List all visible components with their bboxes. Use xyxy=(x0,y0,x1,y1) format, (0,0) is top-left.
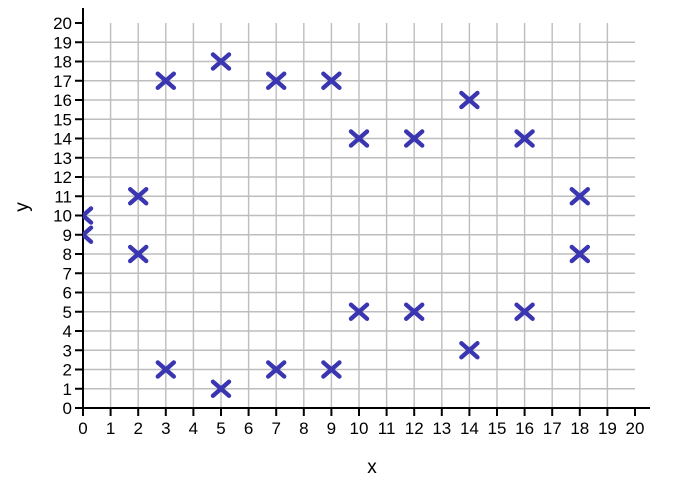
data-point-marker xyxy=(210,379,232,398)
y-tick-label: 4 xyxy=(63,322,72,341)
marker-stroke xyxy=(155,71,177,90)
x-tick-label: 16 xyxy=(515,419,534,438)
data-point-marker xyxy=(127,244,149,264)
y-tick-label: 2 xyxy=(63,361,72,380)
data-point-marker xyxy=(321,360,342,379)
y-tick-label: 11 xyxy=(54,187,72,206)
x-tick-label: 4 xyxy=(189,419,198,438)
data-point-marker xyxy=(514,129,535,148)
marker-stroke xyxy=(266,360,287,379)
x-axis-title: x xyxy=(367,457,377,478)
x-tick-label: 6 xyxy=(244,419,253,438)
x-tick-label: 3 xyxy=(161,419,170,438)
data-point-marker xyxy=(348,302,370,321)
x-tick-label: 14 xyxy=(460,419,479,438)
y-tick-label: 12 xyxy=(53,168,72,187)
marker-stroke xyxy=(459,90,480,110)
x-tick-label: 8 xyxy=(299,419,308,438)
data-point-marker xyxy=(266,71,287,90)
x-tick-label: 10 xyxy=(350,419,369,438)
marker-stroke xyxy=(83,231,94,244)
data-point-marker xyxy=(514,302,535,321)
y-tick-label: 6 xyxy=(63,284,72,303)
data-point-marker xyxy=(569,187,590,206)
marker-stroke xyxy=(210,52,232,71)
y-axis-title: y xyxy=(12,202,33,212)
x-tick-label: 13 xyxy=(432,419,451,438)
axes xyxy=(81,8,650,413)
tick-labels: 0 1 2 3 4 5 6 7 8 9 10 11 12 13 14 15 16 17 18 19 2001234567… xyxy=(53,14,644,438)
marker-stroke xyxy=(321,71,342,90)
y-tick-label: 16 xyxy=(53,91,72,110)
y-tick-label: 3 xyxy=(63,341,72,360)
x-tick-label: 5 xyxy=(216,419,225,438)
y-tick-label: 1 xyxy=(63,380,72,399)
y-tick-label: 14 xyxy=(53,130,72,149)
marker-stroke xyxy=(348,129,370,148)
marker-stroke xyxy=(459,341,480,360)
data-point-marker xyxy=(210,52,232,71)
data-point-marker xyxy=(348,129,370,148)
y-tick-label: 10 xyxy=(53,207,72,226)
y-tick-label: 13 xyxy=(53,149,72,168)
y-tick-label: 15 xyxy=(53,110,72,129)
data-points xyxy=(83,52,590,398)
y-tick-label: 17 xyxy=(53,72,72,91)
marker-stroke xyxy=(514,129,535,148)
data-point-marker xyxy=(127,187,149,206)
y-tick-label: 9 xyxy=(63,226,72,245)
ticks xyxy=(75,22,636,416)
data-point-marker xyxy=(83,206,94,225)
marker-stroke xyxy=(321,360,342,379)
marker-stroke xyxy=(404,302,425,321)
data-point-marker xyxy=(155,71,177,90)
data-point-marker xyxy=(459,90,480,110)
data-point-marker xyxy=(266,360,287,379)
x-tick-label: 0 xyxy=(78,419,87,438)
data-point-marker xyxy=(569,244,590,264)
x-tick-label: 9 xyxy=(327,419,336,438)
y-tick-label: 0 xyxy=(63,399,72,418)
marker-stroke xyxy=(404,129,425,148)
data-point-marker xyxy=(321,71,342,90)
y-tick-label: 18 xyxy=(53,53,72,72)
data-point-marker xyxy=(459,341,480,360)
marker-stroke xyxy=(266,71,287,90)
y-tick-label: 8 xyxy=(63,245,72,264)
data-point-marker xyxy=(155,360,177,379)
marker-stroke xyxy=(127,187,149,206)
x-tick-label: 2 xyxy=(133,419,142,438)
x-tick-label: 7 xyxy=(271,419,280,438)
marker-stroke xyxy=(83,206,94,219)
data-point-marker xyxy=(404,302,425,321)
data-point-marker xyxy=(83,225,94,244)
marker-stroke xyxy=(569,244,590,264)
x-tick-label: 19 xyxy=(598,419,617,438)
x-tick-label: 17 xyxy=(543,419,562,438)
x-tick-label: 18 xyxy=(570,419,589,438)
marker-stroke xyxy=(569,187,590,206)
x-tick-label: 15 xyxy=(488,419,507,438)
grid xyxy=(83,23,635,408)
marker-stroke xyxy=(83,225,94,238)
marker-stroke xyxy=(514,302,535,321)
y-tick-label: 7 xyxy=(63,264,72,283)
marker-stroke xyxy=(348,302,370,321)
x-tick-label: 11 xyxy=(378,419,396,438)
x-tick-label: 12 xyxy=(405,419,424,438)
data-point-marker xyxy=(404,129,425,148)
y-tick-label: 20 xyxy=(53,14,72,33)
y-tick-label: 5 xyxy=(63,303,72,322)
marker-stroke xyxy=(127,244,149,264)
marker-stroke xyxy=(210,379,232,398)
x-tick-label: 1 xyxy=(106,419,115,438)
marker-stroke xyxy=(155,360,177,379)
marker-stroke xyxy=(83,212,94,225)
y-tick-label: 19 xyxy=(53,33,72,52)
x-tick-label: 20 xyxy=(626,419,645,438)
